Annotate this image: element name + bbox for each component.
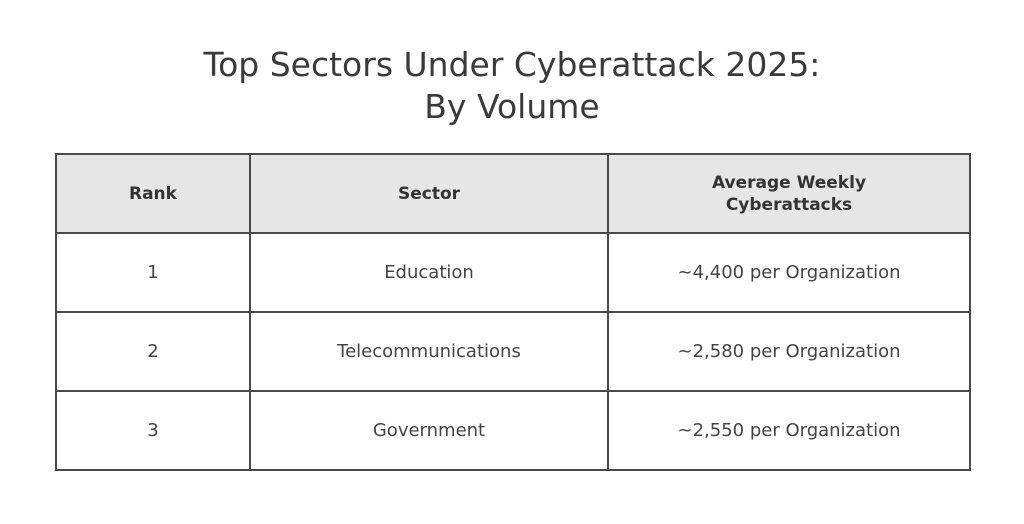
header-rank: Rank [55,153,251,234]
header-average-weekly-cyberattacks-label: Average Weekly Cyberattacks [711,172,867,215]
chart-title-line-1: Top Sectors Under Cyberattack 2025: [203,45,821,84]
cell-rank: 2 [55,311,251,392]
sectors-table: Rank Sector Average Weekly Cyberattacks … [55,153,971,471]
cell-value: ~4,400 per Organization [607,232,971,313]
cell-sector: Telecommunications [249,311,609,392]
cell-value: ~2,580 per Organization [607,311,971,392]
header-sector: Sector [249,153,609,234]
table-header-row: Rank Sector Average Weekly Cyberattacks [55,153,971,234]
table-row: 1 Education ~4,400 per Organization [55,232,971,313]
cell-value: ~2,550 per Organization [607,390,971,471]
table-row: 2 Telecommunications ~2,580 per Organiza… [55,311,971,392]
cell-sector: Education [249,232,609,313]
chart-title-line-2: By Volume [424,87,600,126]
cell-sector: Government [249,390,609,471]
cell-rank: 1 [55,232,251,313]
cell-rank: 3 [55,390,251,471]
chart-title: Top Sectors Under Cyberattack 2025: By V… [0,44,1024,128]
header-average-weekly-cyberattacks: Average Weekly Cyberattacks [607,153,971,234]
table-row: 3 Government ~2,550 per Organization [55,390,971,471]
